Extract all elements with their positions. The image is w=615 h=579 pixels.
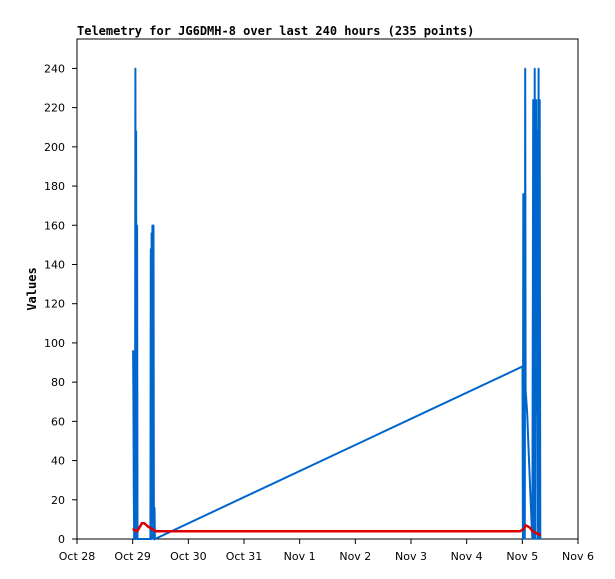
- series-0-point: [532, 98, 534, 101]
- series-0-point: [538, 98, 541, 101]
- x-tick-label: Oct 29: [114, 550, 151, 563]
- series-0-point: [529, 491, 532, 493]
- y-axis-ticks: 0 20 40 60 80 100 120 140 160 180 200 220 240: [44, 62, 77, 546]
- series-0-point: [537, 538, 539, 540]
- series-0-point: [150, 232, 153, 234]
- series-0-point: [527, 451, 530, 454]
- series-1-point: [143, 522, 146, 525]
- y-tick-label: 140: [44, 258, 65, 271]
- series-layer: [132, 67, 542, 541]
- y-axis-label: Values: [25, 267, 39, 310]
- series-1-point: [136, 530, 139, 532]
- series-0-point: [530, 522, 533, 525]
- series-0-point: [533, 538, 535, 540]
- x-tick-label: Nov 2: [339, 550, 371, 563]
- series-1-point: [132, 528, 134, 530]
- series-1-point: [145, 524, 148, 527]
- y-tick-label: 220: [44, 102, 65, 115]
- series-0-point: [154, 538, 156, 540]
- series-0-point: [133, 491, 135, 493]
- y-tick-label: 100: [44, 337, 65, 350]
- series-0-point: [536, 130, 539, 132]
- series-0-point: [536, 412, 538, 415]
- series-0-point: [132, 397, 135, 399]
- series-1-point: [525, 524, 527, 527]
- series-1-point: [531, 530, 534, 532]
- y-tick-label: 120: [44, 298, 65, 311]
- series-1-point: [138, 526, 141, 529]
- x-tick-label: Oct 31: [226, 550, 263, 563]
- series-0-point: [535, 98, 538, 101]
- series-0-point: [134, 67, 137, 70]
- y-tick-label: 180: [44, 180, 65, 193]
- series-0-point: [151, 302, 154, 305]
- series-1-point: [522, 528, 525, 530]
- y-tick-label: 80: [51, 376, 65, 389]
- series-0-point: [524, 67, 527, 70]
- y-tick-label: 0: [58, 533, 65, 546]
- y-tick-label: 200: [44, 141, 65, 154]
- y-tick-label: 20: [51, 494, 65, 507]
- y-tick-label: 160: [44, 219, 65, 232]
- y-tick-label: 40: [51, 455, 65, 468]
- x-axis-ticks: Oct 28 Oct 29 Oct 30 Oct 31 Nov 1 Nov 2 Nov 3 N…: [59, 539, 594, 563]
- series-0-point: [132, 349, 134, 352]
- series-1-point: [148, 526, 150, 529]
- series-1-point: [539, 534, 542, 536]
- series-0-point: [526, 412, 528, 415]
- series-0-point: [152, 224, 155, 227]
- series-0-point: [522, 538, 525, 540]
- series-0-point: [151, 538, 153, 540]
- series-0-point: [136, 538, 139, 540]
- x-tick-label: Nov 5: [506, 550, 538, 563]
- series-1-point: [155, 530, 157, 532]
- series-0-point: [531, 538, 534, 540]
- series-0-point: [523, 224, 526, 227]
- series-0-point: [524, 389, 527, 391]
- series-1-point: [134, 529, 136, 531]
- series-1-point: [528, 526, 531, 529]
- series-1-point: [164, 530, 166, 532]
- x-tick-label: Oct 30: [170, 550, 207, 563]
- series-0-point: [534, 538, 537, 540]
- series-0-point: [539, 538, 542, 540]
- series-0-point: [151, 224, 154, 227]
- y-tick-label: 240: [44, 62, 65, 75]
- x-tick-label: Oct 28: [59, 550, 96, 563]
- x-tick-label: Nov 4: [451, 550, 483, 563]
- x-tick-label: Nov 3: [395, 550, 427, 563]
- series-0-point: [150, 248, 152, 250]
- series-0-point: [538, 538, 540, 540]
- series-0-point: [135, 130, 137, 132]
- x-tick-label: Nov 6: [562, 550, 594, 563]
- y-tick-label: 60: [51, 415, 65, 428]
- chart-title: Telemetry for JG6DMH-8 over last 240 hou…: [77, 24, 474, 38]
- series-0-point: [153, 506, 156, 509]
- series-1-point: [519, 530, 521, 532]
- series-1-point: [535, 532, 538, 534]
- series-0-point: [136, 224, 138, 227]
- x-tick-label: Nov 1: [284, 550, 316, 563]
- plot-area: [76, 38, 579, 540]
- series-1-point: [141, 522, 143, 525]
- series-0-point: [521, 365, 524, 368]
- series-1-point: [151, 528, 154, 530]
- series-0-point: [524, 538, 526, 540]
- series-0-point: [537, 67, 540, 70]
- series-0-point: [533, 67, 536, 70]
- series-0-point: [523, 193, 525, 195]
